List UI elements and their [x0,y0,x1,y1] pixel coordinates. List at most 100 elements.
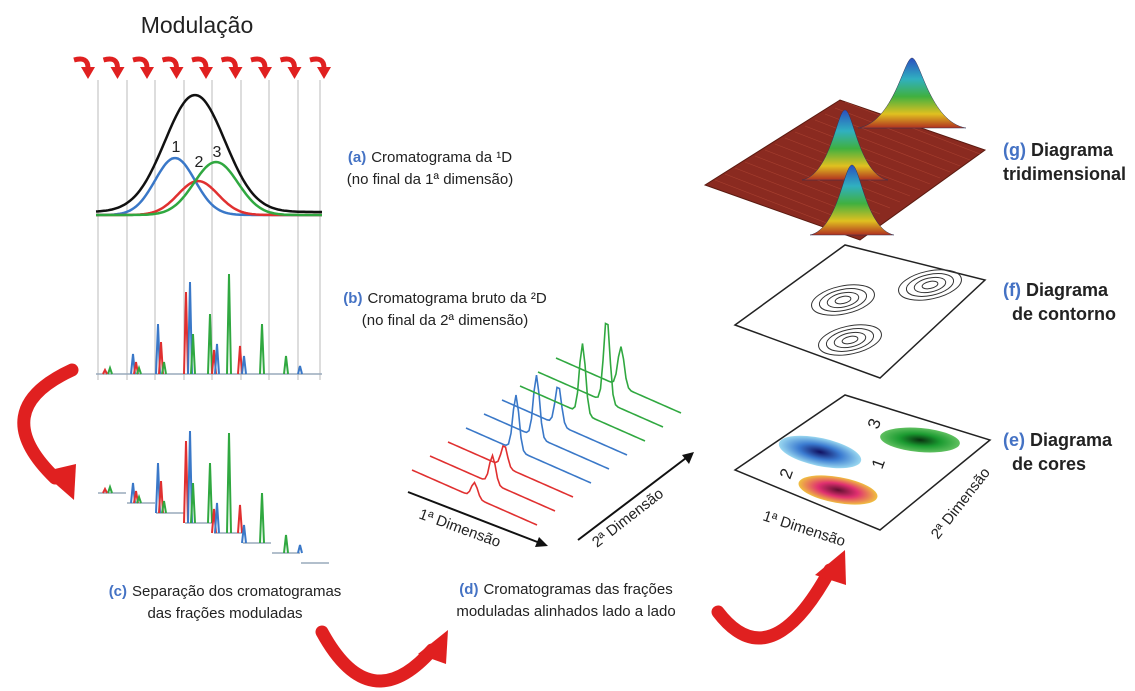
trace [537,322,664,428]
axis-label: 2ª Dimensão [589,485,667,551]
panel-letter: (f) [1003,280,1021,300]
caption-line: de contorno [1012,304,1116,324]
panel-caption: (c) Separação dos cromatogramas [109,583,342,600]
graphics [17,56,992,688]
trace [501,386,628,456]
panel-letter: (d) [459,581,478,598]
panel-caption: (e) Diagrama [1003,430,1113,450]
panel-caption: (d) Cromatogramas das frações [459,581,672,598]
spike [136,364,142,375]
modulation-arrowhead [287,67,302,79]
spike [190,482,196,524]
contour-line [825,328,875,352]
contour-line [841,335,859,345]
trace [429,452,556,512]
spike [207,462,213,524]
chromatogram-curve [96,160,322,217]
blob [880,427,960,453]
spike [161,361,167,375]
flow-arrow [17,363,79,485]
axis-arrow [577,457,687,541]
surface-grid [754,155,891,209]
spike [102,486,108,494]
caption-line: Separação dos cromatogramas [132,583,341,600]
spike [283,534,289,554]
blob [798,475,878,505]
panel-letter: (b) [343,290,362,307]
contour-line [818,324,882,356]
caption-line: Diagrama [1026,280,1109,300]
surface-peak [857,57,967,129]
chromatogram-curve [95,93,322,214]
modulation-arrowhead [317,67,331,79]
flow-arrowhead [815,550,846,585]
title: Modulação [141,12,254,38]
trace [555,346,682,414]
spike [226,432,232,534]
trace [519,343,646,442]
trace [465,394,592,484]
contour-line [913,276,947,294]
spike [161,500,167,514]
spike [207,313,213,375]
surface-peak [809,164,895,236]
spike [259,492,265,544]
spike [297,544,303,554]
spike [241,355,247,375]
modulation-arrow [220,56,238,69]
caption-line: moduladas alinhados lado a lado [456,603,675,620]
caption-line: Cromatograma bruto da ²D [367,290,546,307]
spike [190,333,196,375]
trace [447,441,574,498]
caption-line: de cores [1012,454,1086,474]
panel-letter: (c) [109,583,127,600]
panel-caption: (f) Diagrama [1003,280,1109,300]
spike [183,291,189,375]
caption-line: Diagrama [1031,140,1114,160]
modulation-arrowhead [169,67,184,79]
spike [214,502,220,534]
contour-line [905,273,955,297]
trace [411,469,538,526]
modulation-arrow [250,56,268,69]
spike [136,493,142,504]
contour-line [826,291,860,309]
modulation-arrow [73,56,91,69]
panel-caption: (b) Cromatograma bruto da ²D [343,290,547,307]
spike [237,504,243,534]
modulation-arrow [102,56,120,69]
surface-grid [804,125,941,179]
spike [297,365,303,375]
flow-arrow [315,625,439,688]
modulation-arrowhead [258,67,272,79]
caption-line: (no final da 1ª dimensão) [347,171,513,188]
trace [483,374,610,470]
spike [214,343,220,375]
spike [283,355,289,375]
modulation-arrow [161,56,179,69]
caption-line: (no final da 2ª dimensão) [362,312,528,329]
contour-line [834,295,852,305]
surface-grid [834,107,971,161]
axis-arrowhead [535,537,548,547]
modulation-arrow [191,56,209,69]
panel-letter: (g) [1003,140,1026,160]
blob [778,435,862,469]
caption-line: das frações moduladas [147,605,302,622]
contour-line [921,280,939,290]
panel-caption: (g) Diagrama [1003,140,1114,160]
spike [187,430,193,524]
modulation-arrowhead [110,67,125,79]
panel-letter: (e) [1003,430,1025,450]
flow-arrowhead [42,464,76,500]
spike [241,524,247,544]
spike [107,483,113,494]
modulation-arrow [309,56,327,69]
spike [259,323,265,375]
modulation-arrow [132,56,150,69]
modulation-arrowhead [140,67,154,79]
panel-letter: (a) [348,149,366,166]
axis-label: 1ª Dimensão [761,508,848,551]
peak-label: 2 [195,154,204,171]
